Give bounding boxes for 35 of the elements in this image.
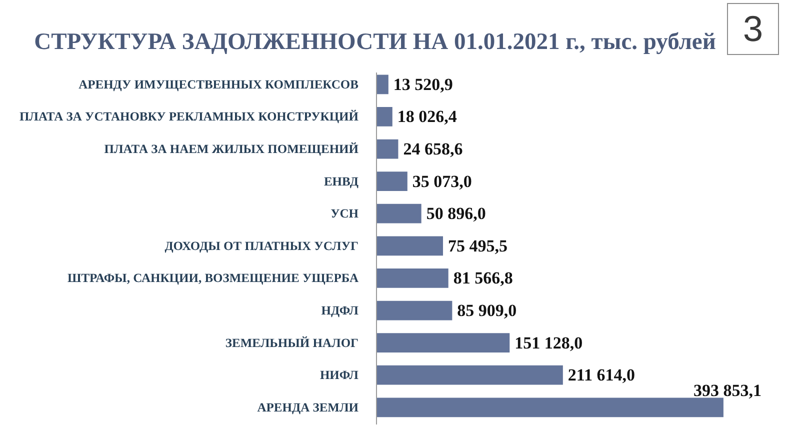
bar bbox=[376, 107, 392, 126]
data-label: 24 658,6 bbox=[403, 140, 463, 159]
y-tick-label: НИФЛ bbox=[320, 368, 360, 382]
data-label: 81 566,8 bbox=[453, 268, 513, 288]
text: 3 bbox=[727, 3, 779, 55]
y-tick-label: УСН bbox=[330, 206, 359, 221]
bar bbox=[376, 365, 563, 385]
bar bbox=[376, 333, 510, 352]
chart-title: СТРУКТУРА ЗАДОЛЖЕННОСТИ НА 01.01.2021 г., тыс. рублей bbox=[34, 29, 716, 55]
y-tick-label: АРЕНДА ЗЕМЛИ bbox=[257, 400, 359, 414]
bar bbox=[376, 300, 452, 320]
data-label: 75 495,5 bbox=[448, 236, 508, 256]
y-tick-label: НДФЛ bbox=[321, 304, 360, 318]
bar bbox=[376, 236, 444, 256]
data-label: 85 909,0 bbox=[457, 301, 517, 320]
y-tick-label: ДОХОДЫ ОТ ПЛАТНЫХ УСЛУГ bbox=[164, 238, 359, 253]
y-tick-label: ШТРАФЫ, САНКЦИИ, ВОЗМЕЩЕНИЕ УЩЕРБА bbox=[67, 271, 359, 286]
data-label: 13 520,9 bbox=[393, 74, 453, 94]
bar bbox=[376, 204, 422, 224]
data-label: 35 073,0 bbox=[412, 172, 472, 191]
bar bbox=[376, 139, 398, 159]
y-tick-label: ЕНВД bbox=[324, 174, 359, 188]
y-tick-label: ПЛАТА ЗА УСТАНОВКУ РЕКЛАМНЫХ КОНСТРУКЦИЙ bbox=[19, 110, 359, 124]
data-label: 211 614,0 bbox=[568, 366, 635, 385]
data-label: 393 853,1 bbox=[693, 380, 762, 400]
data-label: 50 896,0 bbox=[426, 204, 486, 224]
y-tick-label: ПЛАТА ЗА НАЕМ ЖИЛЫХ ПОМЕЩЕНИЙ bbox=[104, 142, 359, 156]
data-label: 18 026,4 bbox=[397, 107, 458, 126]
bar bbox=[376, 398, 724, 418]
y-tick-label: АРЕНДУ ИМУЩЕСТВЕННЫХ КОМПЛЕКСОВ bbox=[78, 77, 359, 92]
bar bbox=[376, 172, 408, 192]
data-label: 151 128,0 bbox=[514, 333, 583, 352]
bar bbox=[376, 268, 448, 288]
bar bbox=[376, 74, 388, 94]
y-tick-label: ЗЕМЕЛЬНЫЙ НАЛОГ bbox=[225, 336, 359, 350]
